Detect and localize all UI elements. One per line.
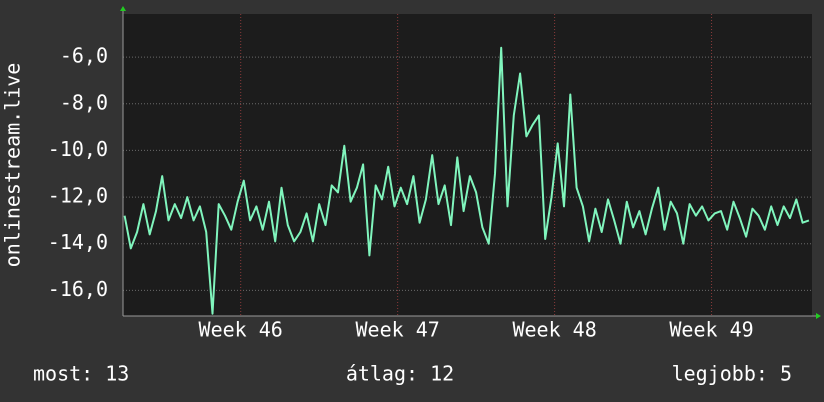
x-tick-label: Week 46 [199, 318, 283, 342]
y-tick-label: -8,0 [60, 90, 108, 114]
y-tick-label: -6,0 [60, 44, 108, 68]
footer-best: legjobb: 5 [672, 362, 792, 386]
y-axis-arrow [120, 6, 126, 11]
x-tick-label: Week 48 [512, 318, 596, 342]
x-axis-arrow [816, 313, 821, 319]
y-tick-label: -12,0 [48, 184, 108, 208]
y-tick-label: -16,0 [48, 277, 108, 301]
y-axis-label: onlinestream.live [1, 63, 25, 268]
x-tick-label: Week 47 [356, 318, 440, 342]
footer-current: most: 13 [33, 362, 129, 386]
y-tick-label: -10,0 [48, 137, 108, 161]
data-line [123, 46, 810, 315]
footer-average: átlag: 12 [346, 362, 454, 386]
x-tick-label: Week 49 [669, 318, 753, 342]
y-tick-label: -14,0 [48, 230, 108, 254]
plot-area [123, 14, 812, 316]
